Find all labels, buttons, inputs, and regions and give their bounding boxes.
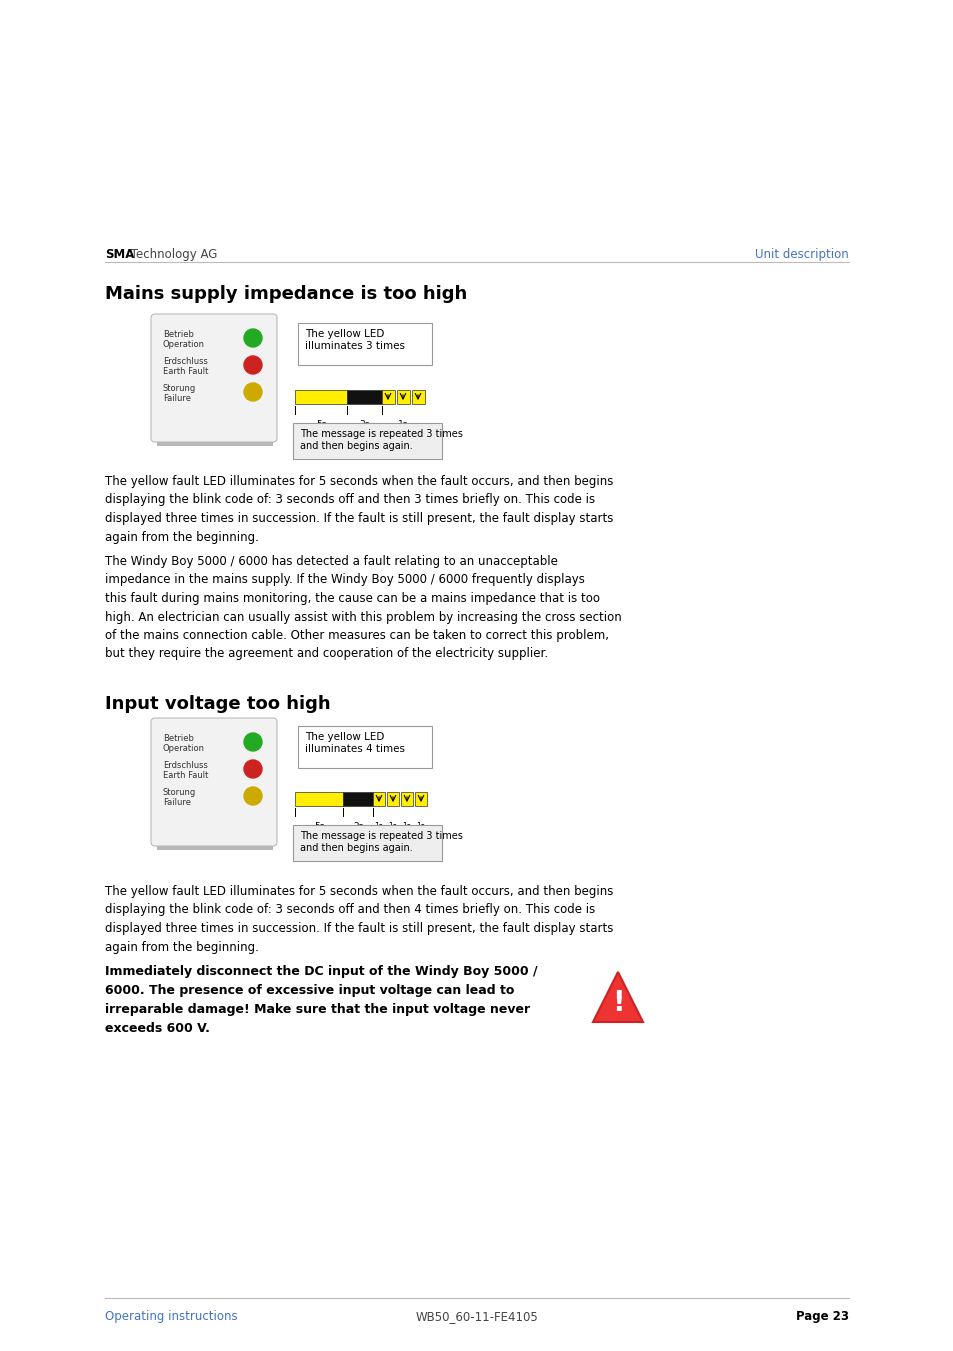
Text: LED off: LED off xyxy=(345,794,375,802)
Text: Storung
Failure: Storung Failure xyxy=(163,788,196,808)
Circle shape xyxy=(244,761,262,778)
Text: The message is repeated 3 times
and then begins again.: The message is repeated 3 times and then… xyxy=(299,831,462,852)
Text: Operating instructions: Operating instructions xyxy=(105,1310,237,1323)
Text: Mains supply impedance is too high: Mains supply impedance is too high xyxy=(105,285,467,303)
Bar xyxy=(412,390,424,404)
Text: 5s: 5s xyxy=(315,420,326,430)
Text: 1s: 1s xyxy=(388,821,397,831)
Text: LED off: LED off xyxy=(349,392,380,401)
Bar xyxy=(157,842,273,850)
Text: 1: 1 xyxy=(385,393,391,403)
Bar xyxy=(294,792,343,807)
Text: The message is repeated 3 times
and then begins again.: The message is repeated 3 times and then… xyxy=(299,430,462,451)
Text: Page 23: Page 23 xyxy=(795,1310,848,1323)
Text: LED on: LED on xyxy=(297,392,328,401)
Bar xyxy=(373,792,385,807)
Text: The Windy Boy 5000 / 6000 has detected a fault relating to an unacceptable
imped: The Windy Boy 5000 / 6000 has detected a… xyxy=(105,555,621,661)
Text: Erdschluss
Earth Fault: Erdschluss Earth Fault xyxy=(163,761,208,781)
Text: Betrieb
Operation: Betrieb Operation xyxy=(163,734,205,754)
Text: 3: 3 xyxy=(404,794,410,804)
Bar xyxy=(400,792,413,807)
Text: Storung
Failure: Storung Failure xyxy=(163,384,196,404)
Text: 2s: 2s xyxy=(353,821,363,831)
Text: Immediately disconnect the DC input of the Windy Boy 5000 /
6000. The presence o: Immediately disconnect the DC input of t… xyxy=(105,965,537,1035)
Text: !: ! xyxy=(611,989,623,1017)
FancyBboxPatch shape xyxy=(151,717,276,846)
Circle shape xyxy=(244,382,262,401)
Bar xyxy=(381,390,395,404)
Text: Technology AG: Technology AG xyxy=(127,249,217,261)
Bar xyxy=(387,792,398,807)
FancyBboxPatch shape xyxy=(151,313,276,442)
Circle shape xyxy=(244,330,262,347)
Circle shape xyxy=(244,734,262,751)
Text: The yellow fault LED illuminates for 5 seconds when the fault occurs, and then b: The yellow fault LED illuminates for 5 s… xyxy=(105,476,613,543)
Text: Betrieb
Operation: Betrieb Operation xyxy=(163,330,205,350)
Text: The yellow LED
illuminates 3 times: The yellow LED illuminates 3 times xyxy=(305,330,405,351)
Text: 1s: 1s xyxy=(402,821,411,831)
FancyBboxPatch shape xyxy=(293,423,441,459)
Text: LED on: LED on xyxy=(297,794,328,802)
Text: 1s: 1s xyxy=(416,821,425,831)
Text: 1: 1 xyxy=(375,794,381,804)
FancyBboxPatch shape xyxy=(293,825,441,861)
Bar xyxy=(294,390,347,404)
Circle shape xyxy=(244,788,262,805)
Text: 2: 2 xyxy=(390,794,395,804)
Polygon shape xyxy=(593,971,642,1021)
Text: 5s: 5s xyxy=(314,821,324,831)
Text: 1s: 1s xyxy=(398,420,408,430)
FancyBboxPatch shape xyxy=(297,725,432,767)
FancyBboxPatch shape xyxy=(297,323,432,365)
Text: The yellow LED
illuminates 4 times: The yellow LED illuminates 4 times xyxy=(305,732,405,754)
Bar xyxy=(157,438,273,446)
Text: SMA: SMA xyxy=(105,249,134,261)
Text: 2: 2 xyxy=(399,393,406,403)
Text: 4: 4 xyxy=(417,794,423,804)
Text: The yellow fault LED illuminates for 5 seconds when the fault occurs, and then b: The yellow fault LED illuminates for 5 s… xyxy=(105,885,613,954)
Text: Input voltage too high: Input voltage too high xyxy=(105,694,331,713)
Bar xyxy=(343,792,373,807)
Text: Unit description: Unit description xyxy=(755,249,848,261)
Text: 3: 3 xyxy=(415,393,420,403)
Bar xyxy=(415,792,427,807)
Circle shape xyxy=(244,357,262,374)
Text: Erdschluss
Earth Fault: Erdschluss Earth Fault xyxy=(163,357,208,377)
Bar xyxy=(396,390,410,404)
Text: WB50_60-11-FE4105: WB50_60-11-FE4105 xyxy=(416,1310,537,1323)
Text: 1s: 1s xyxy=(375,821,383,831)
Text: 3s: 3s xyxy=(359,420,370,430)
Bar xyxy=(347,390,381,404)
